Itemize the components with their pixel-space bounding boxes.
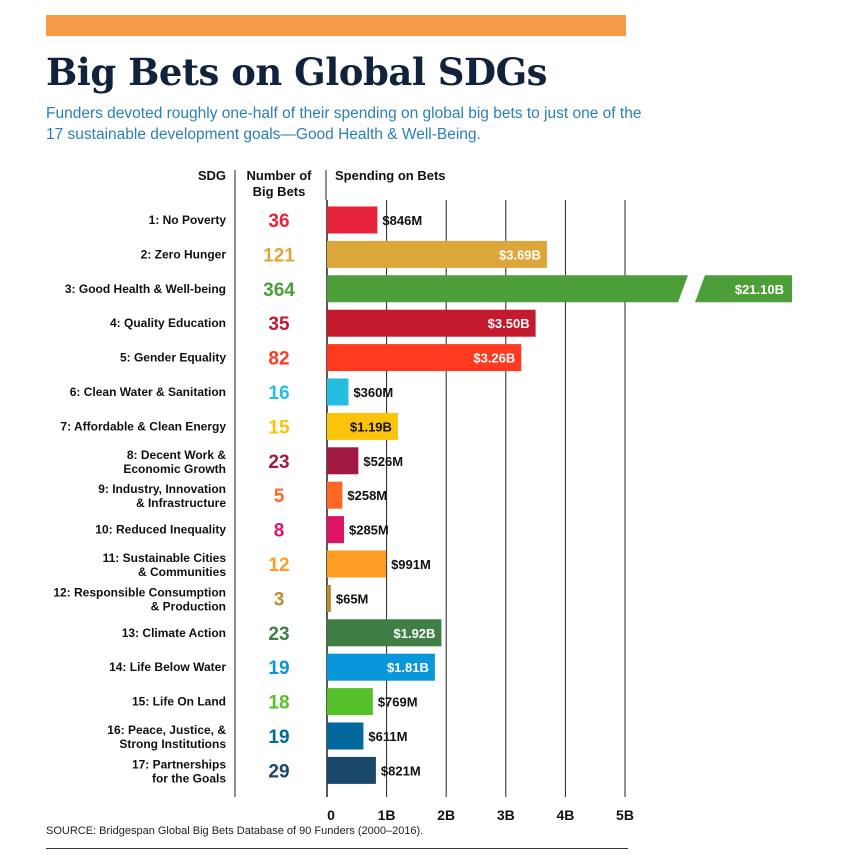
chart-title: Big Bets on Global SDGs — [46, 50, 548, 94]
value-label: $991M — [391, 557, 431, 572]
value-label: $1.81B — [387, 660, 429, 675]
bar — [327, 344, 522, 372]
bet-count: 19 — [268, 727, 289, 748]
category-label: for the Goals — [152, 771, 226, 785]
category-label: 16: Peace, Justice, & — [107, 723, 226, 737]
category-label: & Infrastructure — [136, 496, 226, 510]
category-label: 3: Good Health & Well-being — [65, 282, 226, 296]
x-tick-label: 0 — [327, 807, 335, 823]
category-label: 12: Responsible Consumption — [53, 585, 226, 599]
x-tick-label: 2B — [437, 807, 455, 823]
column-header-bets-line2: Big Bets — [253, 184, 306, 199]
bar — [327, 722, 364, 750]
category-label: 17: Partnerships — [132, 757, 226, 771]
bet-count: 3 — [274, 589, 285, 610]
category-label: & Production — [151, 599, 226, 613]
bar — [327, 756, 376, 784]
bet-count: 15 — [268, 417, 290, 438]
bet-count: 12 — [268, 555, 289, 576]
category-label: 14: Life Below Water — [109, 660, 226, 674]
chart-subtitle: Funders devoted roughly one-half of thei… — [46, 105, 642, 143]
bar — [327, 275, 688, 303]
value-label: $3.50B — [488, 316, 530, 331]
bet-count: 36 — [268, 211, 289, 232]
bar — [327, 653, 435, 681]
bar-continuation — [695, 275, 792, 303]
value-label: $360M — [353, 385, 393, 400]
bar — [327, 516, 344, 544]
bottom-divider — [46, 848, 628, 849]
value-label: $821M — [381, 763, 421, 778]
value-label: $3.26B — [473, 351, 515, 366]
bet-count: 82 — [268, 349, 289, 370]
value-label: $21.10B — [735, 282, 784, 297]
bet-count: 364 — [263, 280, 295, 301]
category-label: 5: Gender Equality — [120, 351, 226, 365]
x-tick-label: 4B — [556, 807, 574, 823]
column-header-sdg: SDG — [198, 168, 226, 183]
value-label: $3.69B — [499, 247, 541, 262]
bet-count: 18 — [268, 693, 289, 714]
value-label: $1.92B — [394, 626, 436, 641]
x-tick-label: 5B — [616, 807, 634, 823]
value-label: $769M — [378, 695, 418, 710]
category-label: 9: Industry, Innovation — [98, 482, 226, 496]
column-header-spending: Spending on Bets — [335, 168, 446, 183]
bet-count: 19 — [268, 658, 289, 679]
category-label: 13: Climate Action — [122, 626, 226, 640]
bet-count: 8 — [274, 521, 285, 542]
category-label: 7: Affordable & Clean Energy — [60, 419, 226, 433]
bet-count: 121 — [263, 245, 295, 266]
value-label: $65M — [336, 591, 369, 606]
bet-count: 23 — [268, 624, 289, 645]
bar — [327, 240, 547, 268]
bar — [327, 619, 442, 647]
bet-count: 16 — [268, 383, 289, 404]
bar — [327, 481, 343, 509]
category-label: Economic Growth — [123, 462, 226, 476]
value-label: $1.19B — [350, 419, 392, 434]
value-label: $526M — [363, 454, 403, 469]
category-label: 1: No Poverty — [149, 213, 227, 227]
value-label: $258M — [347, 488, 387, 503]
value-label: $611M — [368, 729, 407, 744]
category-label: 6: Clean Water & Sanitation — [70, 385, 226, 399]
bet-count: 23 — [268, 452, 289, 473]
bet-count: 5 — [274, 486, 285, 507]
top-accent-bar — [46, 15, 626, 36]
category-label: 15: Life On Land — [132, 695, 226, 709]
category-label: Strong Institutions — [119, 737, 226, 751]
category-label: 10: Reduced Inequality — [95, 523, 226, 537]
category-label: & Communities — [138, 565, 226, 579]
bar — [327, 584, 331, 612]
bar — [327, 550, 387, 578]
value-label: $846M — [382, 213, 422, 228]
bar — [327, 688, 373, 716]
bar — [327, 206, 378, 234]
bar — [327, 378, 349, 406]
category-label: 8: Decent Work & — [127, 448, 226, 462]
column-header-bets: Number of — [247, 168, 313, 183]
bar — [327, 412, 398, 440]
bar — [327, 309, 536, 337]
x-tick-label: 1B — [378, 807, 396, 823]
x-tick-label: 3B — [497, 807, 515, 823]
source-note: SOURCE: Bridgespan Global Big Bets Datab… — [46, 825, 424, 837]
category-label: 11: Sustainable Cities — [103, 551, 227, 565]
bet-count: 29 — [268, 761, 289, 782]
category-label: 2: Zero Hunger — [141, 247, 227, 261]
bet-count: 35 — [268, 314, 290, 335]
category-label: 4: Quality Education — [110, 316, 226, 330]
value-label: $285M — [349, 523, 389, 538]
bar — [327, 447, 359, 475]
